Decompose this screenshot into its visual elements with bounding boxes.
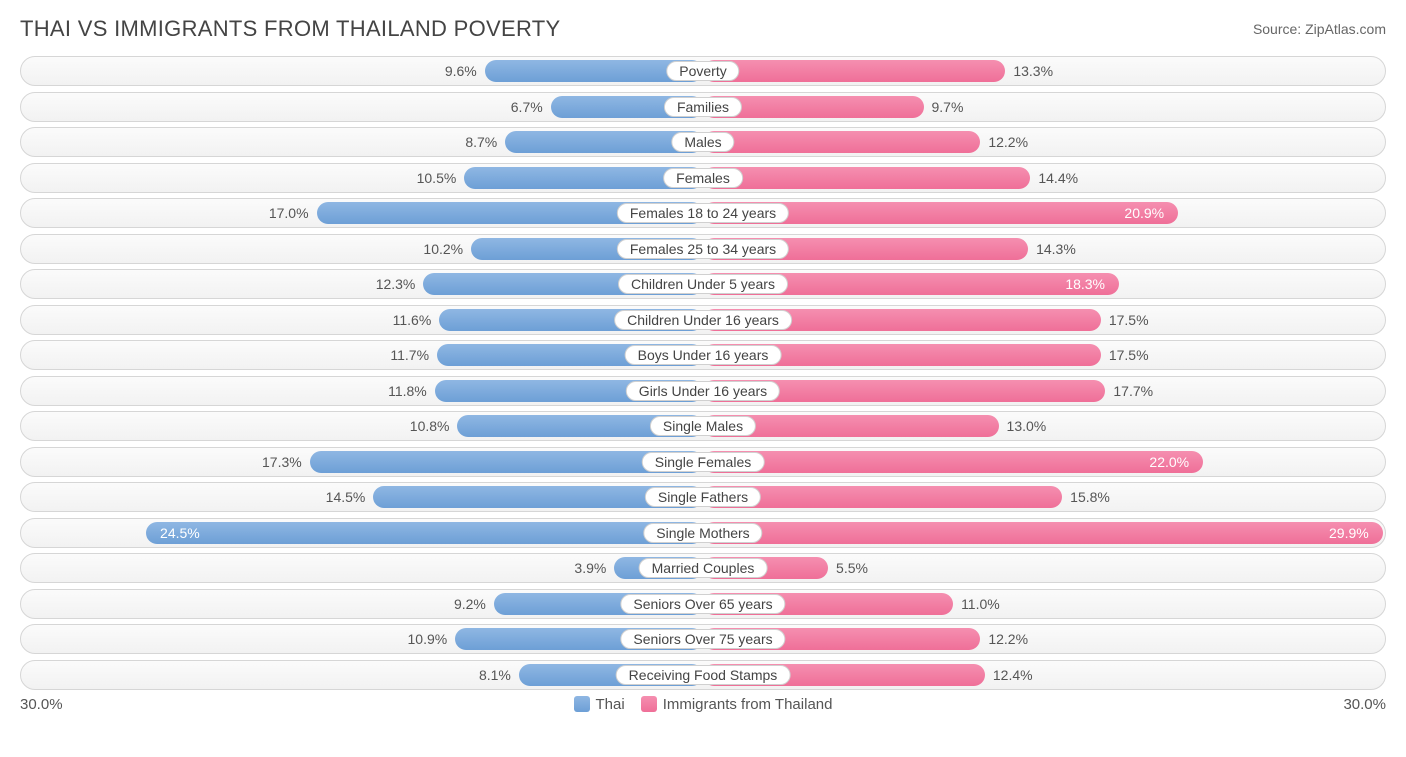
bar-right: 12.2% [703,131,980,153]
category-label: Single Females [642,452,765,472]
chart-row: 10.9% 12.2% Seniors Over 75 years [20,624,1386,654]
category-label: Females 25 to 34 years [617,239,789,259]
value-right: 5.5% [828,560,868,576]
category-label: Single Fathers [645,487,761,507]
chart-row: 11.7% 17.5% Boys Under 16 years [20,340,1386,370]
chart-title: THAI VS IMMIGRANTS FROM THAILAND POVERTY [20,16,560,42]
value-left: 14.5% [326,489,374,505]
chart-row: 6.7% 9.7% Families [20,92,1386,122]
chart-row: 24.5% 29.9% Single Mothers [20,518,1386,548]
value-right: 29.9% [1319,525,1379,541]
value-left: 17.3% [262,454,310,470]
value-left: 8.1% [479,667,519,683]
category-label: Children Under 5 years [618,274,788,294]
category-label: Single Mothers [643,523,762,543]
chart-row: 11.8% 17.7% Girls Under 16 years [20,376,1386,406]
chart-row: 14.5% 15.8% Single Fathers [20,482,1386,512]
chart-row: 8.1% 12.4% Receiving Food Stamps [20,660,1386,690]
legend-swatch-left [574,696,590,712]
value-right: 17.5% [1101,312,1149,328]
value-left: 8.7% [465,134,505,150]
diverging-bar-chart: 9.6%13.3%Poverty6.7%9.7%Families8.7%12.2… [20,56,1386,690]
category-label: Children Under 16 years [614,310,792,330]
value-left: 6.7% [511,99,551,115]
chart-source: Source: ZipAtlas.com [1253,21,1386,37]
chart-row: 10.8% 13.0% Single Males [20,411,1386,441]
legend-swatch-right [641,696,657,712]
category-label: Married Couples [639,558,768,578]
value-left: 10.5% [417,170,465,186]
category-label: Families [664,97,742,117]
bar-right: 14.4% [703,167,1030,189]
chart-row: 9.6%13.3%Poverty [20,56,1386,86]
legend-item-left: Thai [574,696,625,713]
value-left: 9.6% [445,63,485,79]
value-right: 14.3% [1028,241,1076,257]
value-right: 17.7% [1105,383,1153,399]
category-label: Males [671,132,734,152]
value-right: 13.3% [1005,63,1053,79]
category-label: Females 18 to 24 years [617,203,789,223]
value-right: 12.2% [980,631,1028,647]
value-left: 11.7% [390,347,437,363]
value-left: 12.3% [376,276,424,292]
category-label: Females [663,168,743,188]
value-left: 10.8% [410,418,458,434]
chart-row: 8.7%12.2%Males [20,127,1386,157]
category-label: Girls Under 16 years [626,381,780,401]
chart-row: 9.2% 11.0% Seniors Over 65 years [20,589,1386,619]
value-right: 15.8% [1062,489,1110,505]
legend-label-right: Immigrants from Thailand [663,696,833,713]
bar-right: 22.0% [703,451,1203,473]
chart-row: 3.9% 5.5% Married Couples [20,553,1386,583]
axis-max-right: 30.0% [1343,696,1386,713]
chart-row: 11.6% 17.5% Children Under 16 years [20,305,1386,335]
value-left: 10.2% [423,241,471,257]
legend: Thai Immigrants from Thailand [574,696,833,713]
chart-footer: 30.0% Thai Immigrants from Thailand 30.0… [20,696,1386,713]
value-right: 13.0% [999,418,1047,434]
value-left: 10.9% [408,631,456,647]
category-label: Receiving Food Stamps [616,665,791,685]
value-right: 11.0% [953,596,1000,612]
value-left: 24.5% [150,525,210,541]
category-label: Single Males [650,416,756,436]
chart-row: 17.3% 22.0% Single Females [20,447,1386,477]
chart-row: 10.2% 14.3% Females 25 to 34 years [20,234,1386,264]
value-right: 12.2% [980,134,1028,150]
value-right: 17.5% [1101,347,1149,363]
chart-row: 12.3% 18.3% Children Under 5 years [20,269,1386,299]
value-left: 9.2% [454,596,494,612]
value-right: 22.0% [1139,454,1199,470]
chart-row: 10.5%14.4%Females [20,163,1386,193]
value-left: 17.0% [269,205,317,221]
value-right: 14.4% [1030,170,1078,186]
value-right: 12.4% [985,667,1033,683]
value-right: 20.9% [1114,205,1174,221]
category-label: Boys Under 16 years [625,345,782,365]
value-left: 11.6% [393,312,440,328]
category-label: Poverty [666,61,739,81]
bar-right: 29.9% [703,522,1383,544]
category-label: Seniors Over 75 years [620,629,785,649]
legend-item-right: Immigrants from Thailand [641,696,833,713]
chart-header: THAI VS IMMIGRANTS FROM THAILAND POVERTY… [20,16,1386,42]
axis-max-left: 30.0% [20,696,63,713]
chart-row: 17.0% 20.9% Females 18 to 24 years [20,198,1386,228]
bar-right: 13.3% [703,60,1005,82]
legend-label-left: Thai [596,696,625,713]
value-right: 9.7% [924,99,964,115]
bar-left: 24.5% [146,522,703,544]
category-label: Seniors Over 65 years [620,594,785,614]
value-left: 11.8% [388,383,435,399]
value-right: 18.3% [1055,276,1115,292]
value-left: 3.9% [574,560,614,576]
